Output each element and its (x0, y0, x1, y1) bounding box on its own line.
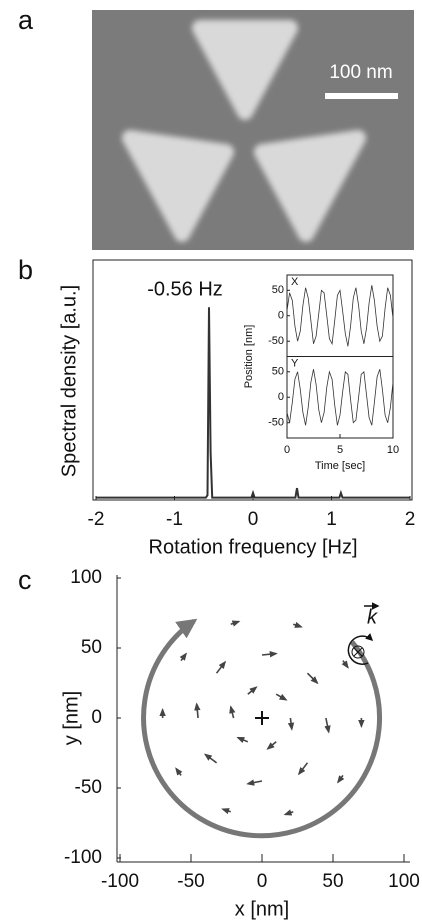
vector-arrow (175, 767, 183, 776)
vector-arrow (306, 672, 319, 685)
x-tick-label: -100 (101, 871, 139, 892)
vector-arrow (236, 736, 249, 744)
vector-arrow (221, 808, 232, 815)
rotation-arrow (141, 618, 383, 839)
y-tick-label: 100 (70, 567, 102, 588)
data-line (286, 285, 394, 347)
series-label: Y (291, 357, 299, 369)
y-tick-label: -50 (268, 335, 284, 347)
y-tick-label: 0 (278, 391, 284, 403)
y-axis-label: Spectral density [a.u.] (58, 285, 80, 477)
y-tick-label: 0 (91, 707, 102, 728)
vector-arrow (337, 774, 345, 784)
vector-arrow (261, 651, 278, 658)
y-tick-label: 50 (272, 366, 284, 378)
x-tick-label: 0 (257, 871, 268, 892)
vector-arrow (194, 702, 201, 719)
nanostructure (122, 20, 366, 242)
annotation: -0.56 Hz (147, 278, 223, 300)
inset-background (240, 272, 400, 482)
data-line (286, 369, 394, 426)
data-line (96, 307, 410, 499)
vector-arrow (179, 652, 187, 662)
vector-arrow (324, 717, 331, 734)
y-tick-label: 50 (81, 637, 102, 658)
y-axis-label: Position [nm] (243, 325, 255, 389)
vector-arrow (230, 620, 241, 627)
vector-arrow (246, 779, 263, 786)
x-axis-label: x [nm] (235, 898, 289, 920)
vector-arrow (297, 762, 309, 776)
vector-arrow (292, 621, 303, 628)
annotation: k (367, 606, 378, 628)
scale-bar-label: 100 nm (329, 62, 392, 83)
series-label: X (291, 276, 299, 288)
panel-label: a (18, 5, 34, 35)
x-tick-label: 1 (326, 509, 337, 530)
y-tick-label: -100 (64, 847, 102, 868)
x-tick-label: 10 (387, 444, 399, 456)
panel-label: b (18, 255, 33, 285)
vector-arrow (203, 753, 218, 764)
vector-arrow (287, 717, 295, 731)
x-tick-label: -2 (88, 509, 105, 530)
k-vector-icon (351, 645, 365, 659)
x-tick-label: 100 (388, 871, 420, 892)
y-tick-label: 50 (272, 284, 284, 296)
k-vector-icon (353, 647, 363, 657)
x-tick-label: 0 (284, 444, 290, 456)
x-axis-label: Time [sec] (315, 460, 365, 472)
x-tick-label: 50 (322, 871, 343, 892)
y-tick-label: -50 (75, 777, 102, 798)
x-axis-label: Rotation frequency [Hz] (149, 536, 358, 558)
x-tick-label: -50 (177, 871, 204, 892)
y-tick-label: -50 (268, 417, 284, 429)
x-tick-label: 5 (337, 444, 343, 456)
y-axis-label: y [nm] (60, 691, 82, 745)
x-tick-label: 0 (248, 509, 259, 530)
vector-arrow (229, 705, 236, 719)
vector-arrow (275, 693, 288, 701)
vector-arrow (247, 686, 258, 695)
vector-arrow (283, 809, 294, 816)
x-tick-label: 2 (405, 509, 416, 530)
y-tick-label: 0 (278, 310, 284, 322)
panel-label: c (18, 565, 32, 595)
x-tick-label: -1 (166, 509, 183, 530)
vector-arrow (341, 660, 349, 669)
vector-arrow (266, 741, 277, 750)
k-rotation-icon (347, 633, 374, 665)
vector-arrow (215, 660, 227, 674)
